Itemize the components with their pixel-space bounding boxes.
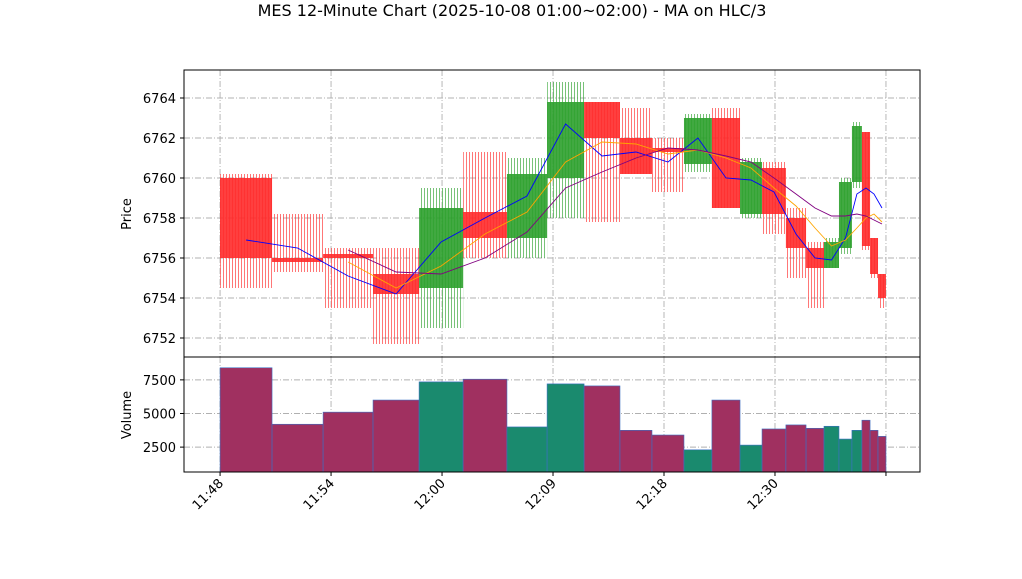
y-tick-label: 2500 (143, 441, 176, 456)
x-tick-label: 12:30 (745, 476, 782, 513)
candle-body (740, 162, 763, 214)
x-tick-label: 12:09 (523, 476, 560, 513)
candle-body (506, 174, 548, 238)
y-tick-label: 5000 (143, 407, 176, 422)
candle-body (220, 178, 273, 258)
candle-body (851, 126, 862, 182)
volume-bar (619, 430, 653, 473)
y-tick-label: 6756 (143, 252, 176, 267)
y-tick-label: 6760 (143, 172, 176, 187)
y-tick-label: 6754 (143, 292, 176, 307)
ma-line (347, 141, 883, 289)
volume-bar (877, 436, 887, 473)
volume-bar (683, 449, 713, 473)
volume-bar (322, 411, 374, 473)
candle-wick (373, 248, 420, 344)
candle-body (419, 208, 464, 288)
ma-line (347, 147, 883, 275)
candle-body (584, 102, 620, 138)
candle-body (824, 242, 839, 268)
volume-bar (546, 383, 585, 473)
volume-bar (506, 426, 548, 473)
volume-bar (805, 427, 825, 473)
candle-body (711, 118, 741, 208)
volume-bar (823, 425, 840, 473)
candle-wick (651, 138, 684, 192)
candle-body (547, 102, 585, 178)
volume-bar (271, 423, 324, 473)
y-tick-label: 6764 (143, 92, 176, 107)
x-tick-label: 12:00 (412, 476, 449, 513)
volume-bar (219, 367, 273, 473)
volume-bar (418, 381, 464, 473)
y-tick-label: 7500 (143, 374, 176, 389)
y-tick-label: 6762 (143, 132, 176, 147)
candle-body (878, 274, 886, 298)
candle-body (651, 148, 684, 152)
candle-body (838, 182, 852, 248)
volume-bar (861, 419, 871, 473)
volume-bar (462, 378, 508, 473)
candle-body (870, 238, 879, 274)
volume-bar (838, 438, 853, 473)
volume-bar (851, 430, 863, 473)
candle-body (861, 132, 871, 246)
volume-bar (785, 424, 807, 473)
volume-bar (869, 430, 879, 473)
ma-line (246, 123, 883, 295)
candle-body (373, 274, 420, 294)
x-tick-label: 11:48 (190, 476, 227, 513)
y-tick-label: 6758 (143, 212, 176, 227)
volume-frame (183, 356, 921, 473)
y-axis-label: Price (120, 198, 135, 230)
volume-bar (372, 399, 420, 473)
y-tick-label: 6752 (143, 332, 176, 347)
volume-bar (651, 434, 685, 473)
x-tick-label: 12:18 (634, 476, 671, 513)
volume-bar (761, 428, 787, 473)
volume-bar (739, 444, 763, 473)
volume-axis-label: Volume (120, 391, 135, 439)
chart-title: MES 12-Minute Chart (2025-10-08 01:00~02… (258, 1, 767, 20)
volume-bar (583, 385, 621, 473)
candle-body (323, 254, 374, 258)
candle-wick (272, 214, 324, 272)
x-tick-label: 11:54 (301, 476, 338, 513)
volume-bar (711, 399, 741, 473)
candle-body (272, 258, 324, 262)
candle-body (683, 118, 712, 164)
candle-wick (463, 152, 507, 258)
